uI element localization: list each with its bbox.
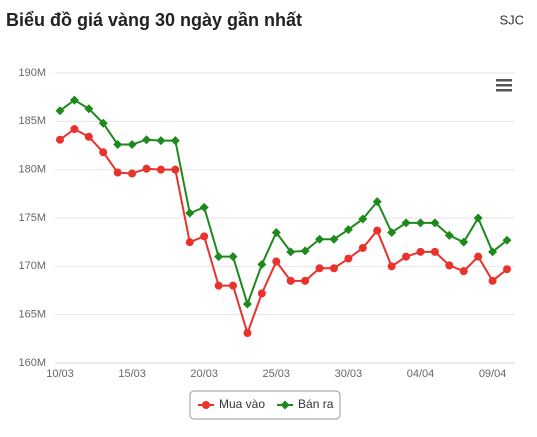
point — [156, 136, 166, 146]
point — [373, 226, 382, 235]
x-tick-label: 30/03 — [335, 368, 363, 380]
point — [343, 225, 353, 235]
point — [415, 218, 425, 228]
point — [84, 132, 93, 141]
point — [142, 135, 152, 145]
point — [84, 104, 94, 114]
y-tick-label: 175M — [18, 212, 46, 224]
point — [229, 281, 238, 290]
point — [387, 262, 396, 271]
point — [127, 140, 137, 150]
point — [199, 202, 209, 212]
point — [156, 165, 165, 174]
y-tick-label: 170M — [18, 260, 46, 272]
legend-label: Mua vào — [219, 397, 265, 411]
point — [171, 165, 180, 174]
chart-title: Biểu đồ giá vàng 30 ngày gần nhất — [6, 10, 302, 30]
legend-label: Bán ra — [298, 397, 334, 411]
point — [200, 232, 209, 241]
x-tick-label: 25/03 — [263, 368, 291, 380]
point — [401, 218, 411, 228]
point — [358, 214, 368, 224]
point — [372, 197, 382, 207]
point — [301, 276, 310, 285]
legend-marker — [280, 400, 290, 410]
point — [329, 234, 339, 244]
point — [286, 247, 296, 257]
point — [99, 148, 108, 157]
point — [488, 247, 498, 257]
point — [272, 257, 281, 266]
point — [430, 218, 440, 228]
point — [113, 168, 122, 177]
point — [257, 259, 267, 269]
point — [142, 164, 151, 173]
point — [344, 254, 353, 263]
point — [70, 125, 79, 134]
point — [257, 289, 266, 298]
point — [430, 247, 439, 256]
point — [445, 261, 454, 270]
x-tick-label: 20/03 — [190, 368, 218, 380]
series-line — [59, 127, 508, 337]
point — [315, 264, 324, 273]
brand: SJC — [499, 12, 524, 27]
point — [300, 246, 310, 256]
legend-marker — [202, 401, 210, 409]
point — [113, 140, 123, 150]
point — [271, 228, 281, 237]
point — [214, 281, 223, 290]
point — [329, 264, 338, 273]
point — [502, 235, 512, 245]
point — [55, 106, 65, 116]
point — [459, 267, 468, 276]
point — [473, 213, 483, 223]
menu-button[interactable] — [495, 78, 513, 94]
point — [69, 95, 79, 105]
x-tick-label: 10/03 — [46, 368, 74, 380]
point — [416, 247, 425, 256]
point — [242, 299, 252, 309]
point — [128, 169, 137, 178]
point — [185, 238, 194, 247]
point — [228, 252, 238, 262]
point — [243, 329, 252, 338]
x-tick-label: 15/03 — [118, 368, 146, 380]
point — [98, 118, 108, 128]
point — [358, 243, 367, 252]
point — [444, 230, 454, 240]
x-tick-label: 09/04 — [479, 368, 507, 380]
y-tick-label: 190M — [18, 67, 46, 79]
y-tick-label: 160M — [18, 357, 46, 369]
y-tick-label: 180M — [18, 164, 46, 176]
legend-box — [189, 390, 341, 420]
y-tick-label: 165M — [18, 309, 46, 321]
point — [214, 252, 224, 262]
x-tick-label: 04/04 — [407, 368, 435, 380]
point — [488, 276, 497, 285]
point — [170, 136, 180, 146]
series-line — [59, 98, 508, 308]
point — [474, 252, 483, 261]
point — [402, 252, 411, 261]
point — [315, 234, 325, 244]
point — [56, 135, 64, 144]
point — [286, 276, 295, 285]
point — [387, 228, 397, 237]
y-tick-label: 185M — [18, 115, 46, 127]
point — [503, 265, 511, 274]
point — [185, 208, 195, 218]
point — [459, 237, 469, 247]
